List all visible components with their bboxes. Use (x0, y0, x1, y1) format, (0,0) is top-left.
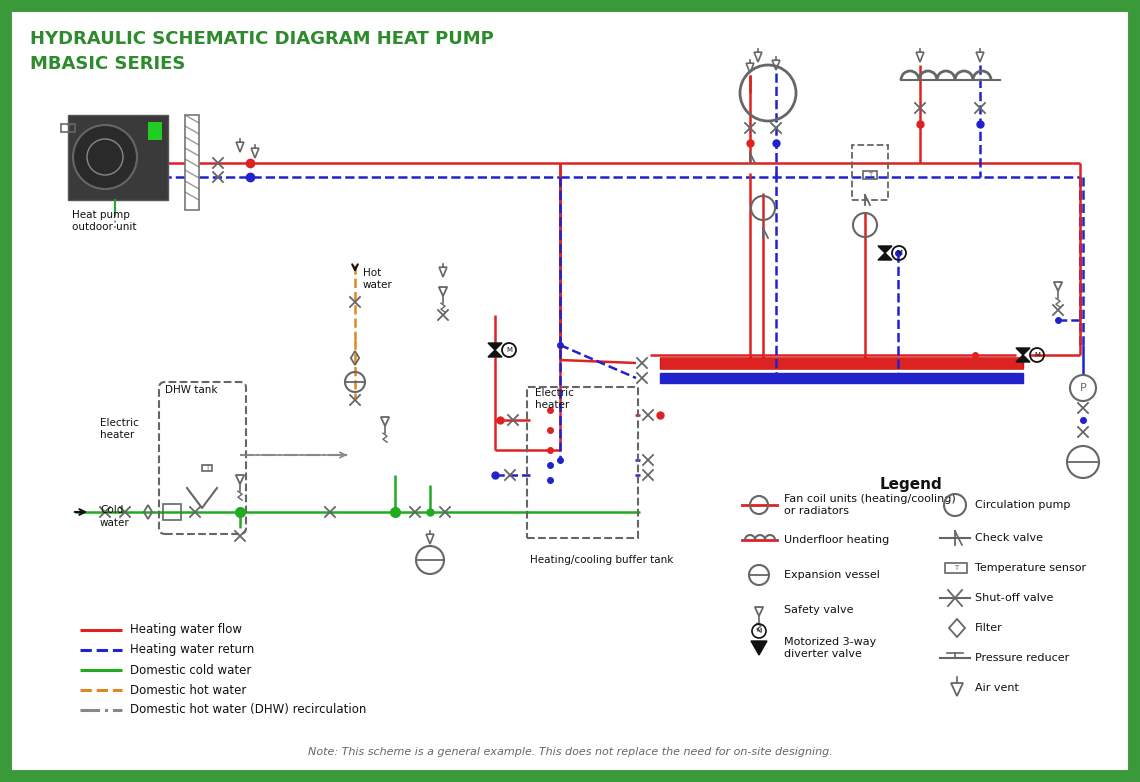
Text: M: M (896, 250, 902, 256)
Bar (68, 115, 168, 200)
Text: HYDRAULIC SCHEMATIC DIAGRAM HEAT PUMP: HYDRAULIC SCHEMATIC DIAGRAM HEAT PUMP (30, 30, 494, 48)
Text: Heating water flow: Heating water flow (130, 623, 242, 637)
Text: M: M (756, 629, 762, 633)
Text: water: water (100, 518, 130, 528)
Polygon shape (878, 253, 891, 260)
Text: Heat pump: Heat pump (72, 210, 130, 220)
Text: M: M (506, 347, 512, 353)
Text: Domestic cold water: Domestic cold water (130, 663, 252, 676)
Text: Electric: Electric (535, 388, 573, 398)
Circle shape (73, 125, 137, 189)
Text: Motorized 3-way
diverter valve: Motorized 3-way diverter valve (784, 637, 877, 658)
Text: heater: heater (100, 430, 135, 440)
Text: Fan coil units (heating/cooling)
or radiators: Fan coil units (heating/cooling) or radi… (784, 494, 955, 516)
Text: T: T (868, 172, 872, 178)
Polygon shape (1016, 348, 1031, 355)
Text: T: T (205, 465, 209, 471)
Polygon shape (488, 350, 502, 357)
Text: Note: This scheme is a general example. This does not replace the need for on-si: Note: This scheme is a general example. … (308, 747, 832, 757)
Text: water: water (363, 280, 393, 290)
Text: Shut-off valve: Shut-off valve (975, 593, 1053, 603)
Text: Hot: Hot (363, 268, 381, 278)
Polygon shape (751, 641, 767, 655)
Text: Expansion vessel: Expansion vessel (784, 570, 880, 580)
Text: Domestic hot water (DHW) recirculation: Domestic hot water (DHW) recirculation (130, 704, 366, 716)
Text: Check valve: Check valve (975, 533, 1043, 543)
Text: T: T (66, 125, 71, 131)
Text: P: P (1080, 383, 1086, 393)
Text: outdoor unit: outdoor unit (72, 222, 137, 232)
Text: Domestic hot water: Domestic hot water (130, 683, 246, 697)
Text: MBASIC SERIES: MBASIC SERIES (30, 55, 186, 73)
Polygon shape (878, 246, 891, 253)
Bar (202, 465, 212, 471)
Text: Electric: Electric (100, 418, 139, 428)
Polygon shape (1016, 355, 1031, 362)
Bar (185, 115, 200, 210)
Text: Legend: Legend (880, 477, 943, 492)
Bar (163, 504, 181, 520)
Text: Underfloor heating: Underfloor heating (784, 535, 889, 545)
Bar (863, 170, 877, 179)
Polygon shape (488, 343, 502, 350)
Text: Cold: Cold (100, 505, 123, 515)
Text: Filter: Filter (975, 623, 1003, 633)
Text: Safety valve: Safety valve (784, 605, 854, 615)
Text: Temperature sensor: Temperature sensor (975, 563, 1086, 573)
Text: M: M (1034, 352, 1040, 358)
Text: DHW tank: DHW tank (165, 385, 218, 395)
Bar (660, 358, 1023, 368)
Text: Air vent: Air vent (975, 683, 1019, 693)
Bar (660, 373, 1023, 383)
Bar (148, 122, 162, 140)
Text: Heating water return: Heating water return (130, 644, 254, 657)
Text: Circulation pump: Circulation pump (975, 500, 1070, 510)
Bar (62, 124, 75, 132)
Text: T: T (954, 565, 958, 571)
Text: Heating/cooling buffer tank: Heating/cooling buffer tank (530, 555, 674, 565)
Text: Pressure reducer: Pressure reducer (975, 653, 1069, 663)
Bar (945, 563, 967, 573)
Bar (852, 145, 888, 200)
Text: heater: heater (535, 400, 569, 410)
Bar (660, 357, 1023, 369)
